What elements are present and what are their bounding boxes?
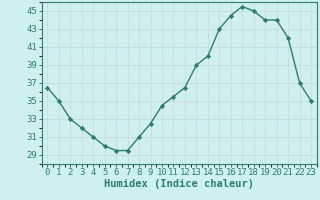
X-axis label: Humidex (Indice chaleur): Humidex (Indice chaleur)	[104, 179, 254, 189]
